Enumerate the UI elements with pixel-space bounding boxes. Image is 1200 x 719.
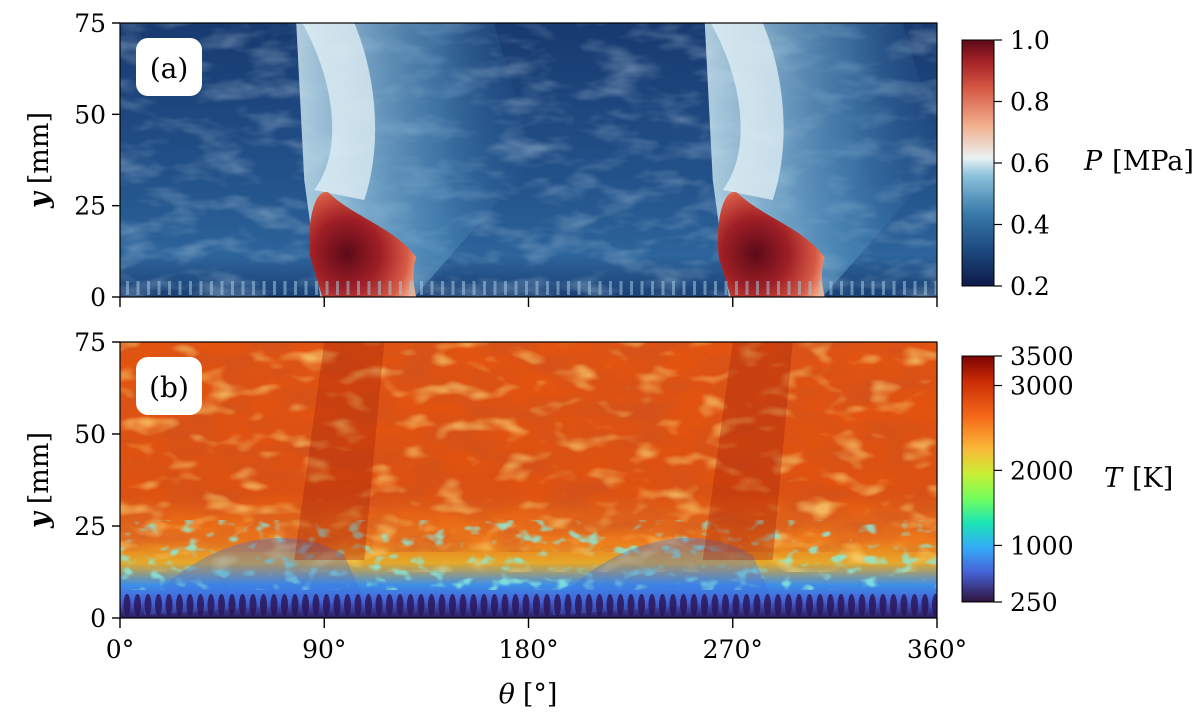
y-tick-label: 50 (74, 100, 106, 129)
y-tick-label: 75 (74, 9, 106, 38)
panel-a-injectors (126, 281, 937, 295)
x-axis-label: θ [°] (499, 679, 558, 710)
y-tick-label: 25 (74, 192, 106, 221)
colorbar-tick-label: 3000 (1010, 372, 1074, 401)
y-tick-label: 50 (74, 420, 106, 449)
high-pressure-region (717, 191, 825, 297)
panel-b-plot (120, 342, 937, 618)
x-tick-label: 0° (106, 635, 134, 664)
colorbar-tick-label: 0.2 (1010, 272, 1050, 301)
y-tick-label: 75 (74, 328, 106, 357)
colorbar-tick-label: 3500 (1010, 342, 1074, 371)
panel-a-ylabel: y[mm] (24, 112, 55, 209)
x-tick-label: 270° (703, 635, 763, 664)
pressure-colorbar-ticks: 0.2 0.4 0.6 0.8 1.0 (994, 26, 1050, 301)
colorbar-tick-label: 250 (1010, 588, 1058, 617)
panel-a-high-pressure (309, 191, 825, 297)
panel-b-ylabel: y[mm] (24, 432, 55, 529)
high-pressure-region (309, 191, 417, 297)
colorbar-tick-label: 1.0 (1010, 26, 1050, 55)
panel-b-detonation-zones (144, 342, 793, 615)
y-tick-label: 0 (90, 604, 106, 633)
y-tick-label: 0 (90, 283, 106, 312)
x-tick-label: 360° (907, 635, 967, 664)
panel-b-injectors (123, 594, 937, 616)
panel-a-axes: 0 25 50 75 (74, 9, 938, 312)
colorbar-tick-label: 2000 (1010, 456, 1074, 485)
x-tick-label: 90° (302, 635, 346, 664)
panel-b-label: (b) (136, 357, 202, 415)
x-tick-label: 180° (498, 635, 558, 664)
temperature-colorbar-label: T [K] (1104, 463, 1173, 494)
colorbar-tick-label: 0.4 (1010, 211, 1050, 240)
panel-a-label: (a) (136, 38, 202, 96)
svg-text:(a): (a) (150, 52, 189, 85)
colorbar-tick-label: 0.8 (1010, 88, 1050, 117)
panel-b-axes: 0 25 50 75 0° 90° 180° 270° 360° (74, 328, 967, 664)
svg-text:(b): (b) (149, 371, 189, 404)
pressure-colorbar-label: P [MPa] (1083, 146, 1194, 177)
pressure-colorbar (961, 39, 995, 287)
temperature-colorbar (961, 355, 995, 603)
panel-a-plot (120, 23, 937, 297)
colorbar-tick-label: 1000 (1010, 531, 1074, 560)
colorbar-tick-label: 0.6 (1010, 149, 1050, 178)
y-tick-label: 25 (74, 512, 106, 541)
